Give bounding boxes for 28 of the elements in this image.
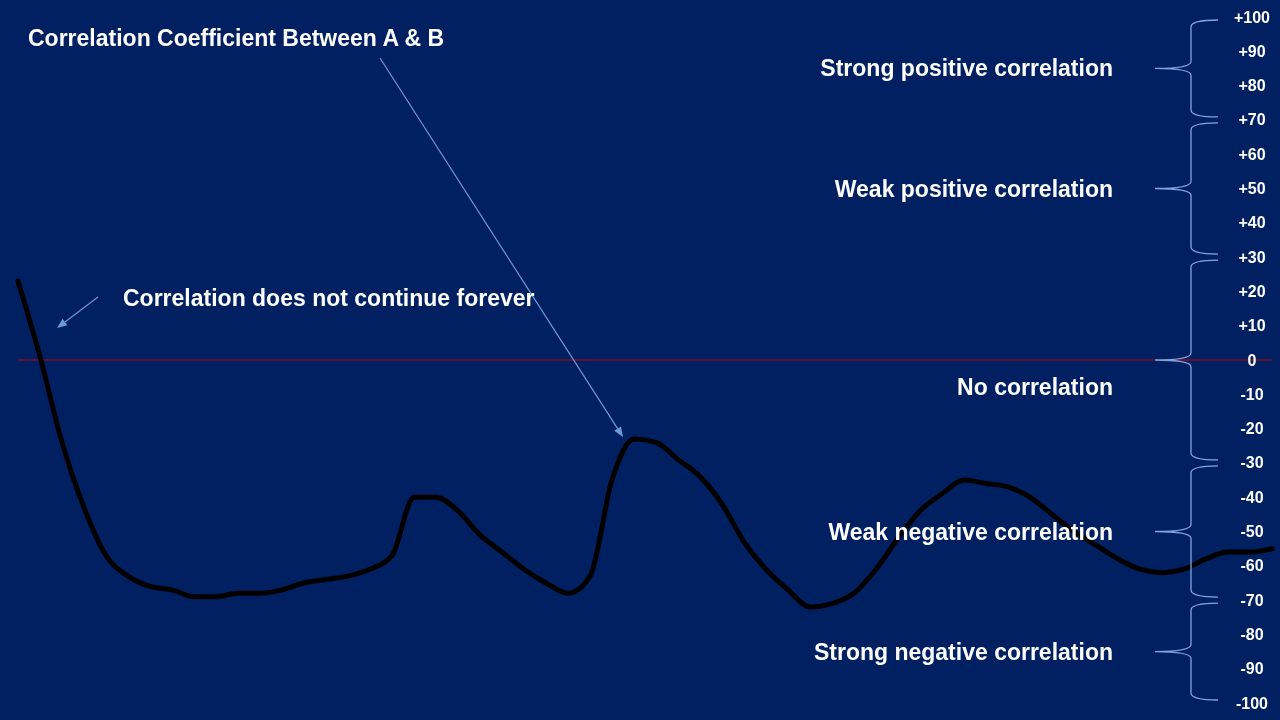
y-tick-label: +40	[1238, 214, 1266, 232]
annotation: Strong positive correlation	[820, 55, 1113, 82]
y-tick-label: -40	[1240, 488, 1264, 506]
annotation: Weak negative correlation	[828, 518, 1113, 545]
annotation: Correlation does not continue forever	[123, 285, 535, 311]
y-tick-label: -70	[1240, 591, 1264, 609]
y-tick-label: -10	[1240, 385, 1264, 403]
y-tick-label: -100	[1235, 694, 1269, 712]
annotation: Strong negative correlation	[813, 638, 1113, 665]
y-tick-label: -20	[1240, 420, 1264, 438]
y-tick-label: -50	[1240, 523, 1264, 540]
y-tick-label: -80	[1240, 625, 1264, 643]
y-tick-label: 0	[1247, 351, 1257, 369]
chart-title: Correlation Coefficient Between A & B	[28, 25, 445, 51]
y-tick-label: -30	[1240, 454, 1264, 472]
y-tick-label: +20	[1238, 282, 1266, 300]
y-tick-label: +60	[1238, 145, 1266, 163]
y-tick-label: +100	[1233, 8, 1271, 26]
y-tick-label: +10	[1238, 317, 1266, 335]
annotation: Weak positive correlation	[834, 175, 1113, 202]
y-tick-label: +30	[1238, 248, 1266, 266]
y-tick-label: +70	[1238, 111, 1266, 129]
annotation: No correlation	[957, 374, 1113, 400]
y-tick-label: -60	[1240, 557, 1264, 575]
y-tick-label: +50	[1238, 180, 1266, 197]
y-tick-label: +80	[1238, 77, 1266, 95]
y-tick-label: -90	[1240, 660, 1264, 678]
y-tick-label: +90	[1238, 42, 1266, 60]
